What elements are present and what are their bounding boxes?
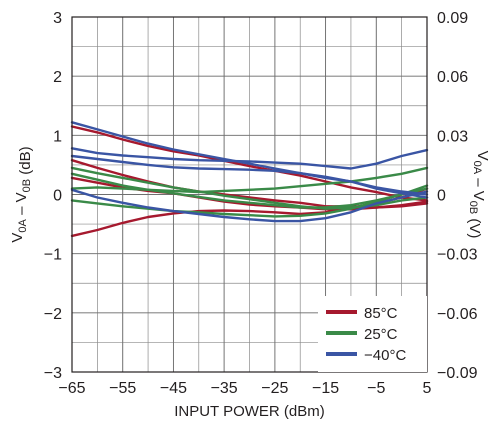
series-line-11 <box>70 154 429 196</box>
legend-label: −40°C <box>364 347 406 364</box>
y-axis-title: V0A – V0B (dB) <box>9 146 34 242</box>
plot-frame <box>71 16 428 373</box>
legend-label: 85°C <box>364 305 398 322</box>
series-layer <box>70 121 429 238</box>
legend-label: 25°C <box>364 326 398 343</box>
legend-item: 85°C <box>326 305 398 322</box>
y-tick-label: 3 <box>53 10 62 27</box>
y2-tick-label: 0.03 <box>437 128 468 145</box>
y-tick-label: −3 <box>44 365 62 382</box>
legend-item: 25°C <box>326 326 398 343</box>
legend-item: −40°C <box>326 347 406 364</box>
y2-tick-label: 0 <box>437 188 446 205</box>
x-axis-title: INPUT POWER (dBm) <box>174 403 325 420</box>
series-line-7 <box>70 184 429 218</box>
x-tick-label: −55 <box>109 380 136 397</box>
x-tick-label: 5 <box>423 380 432 397</box>
y2-tick-labels: −0.09 −0.06 −0.03 0 0.03 0.06 0.09 <box>437 10 478 382</box>
x-tick-label: −35 <box>211 380 238 397</box>
y2-tick-label: 0.09 <box>437 10 468 27</box>
y2-tick-label: −0.06 <box>437 306 478 323</box>
series-line-12 <box>70 188 429 223</box>
x-tick-labels: −65 −55 −45 −35 −25 −15 −5 5 <box>58 380 431 397</box>
series-line-1 <box>70 125 429 202</box>
y-tick-label: −1 <box>44 247 62 264</box>
y-tick-label: −2 <box>44 306 62 323</box>
x-tick-label: −25 <box>261 380 288 397</box>
x-tick-label: −15 <box>312 380 339 397</box>
legend: 85°C 25°C −40°C <box>318 296 427 372</box>
y-tick-label: 1 <box>53 128 62 145</box>
y-tick-label: 2 <box>53 69 62 86</box>
x-tick-label: −65 <box>58 380 85 397</box>
x-tick-label: −45 <box>160 380 187 397</box>
series-line-5 <box>70 172 429 209</box>
y-tick-labels: −3 −2 −1 0 1 2 3 <box>44 10 62 382</box>
y2-axis-title: V0A – V0B (V) <box>466 151 491 239</box>
y2-tick-label: −0.03 <box>437 247 478 264</box>
y2-tick-label: −0.09 <box>437 365 478 382</box>
y-tick-label: 0 <box>53 188 62 205</box>
x-tick-label: −5 <box>367 380 385 397</box>
series-line-10 <box>70 147 429 170</box>
y2-tick-label: 0.06 <box>437 69 468 86</box>
series-line-6 <box>70 166 429 194</box>
